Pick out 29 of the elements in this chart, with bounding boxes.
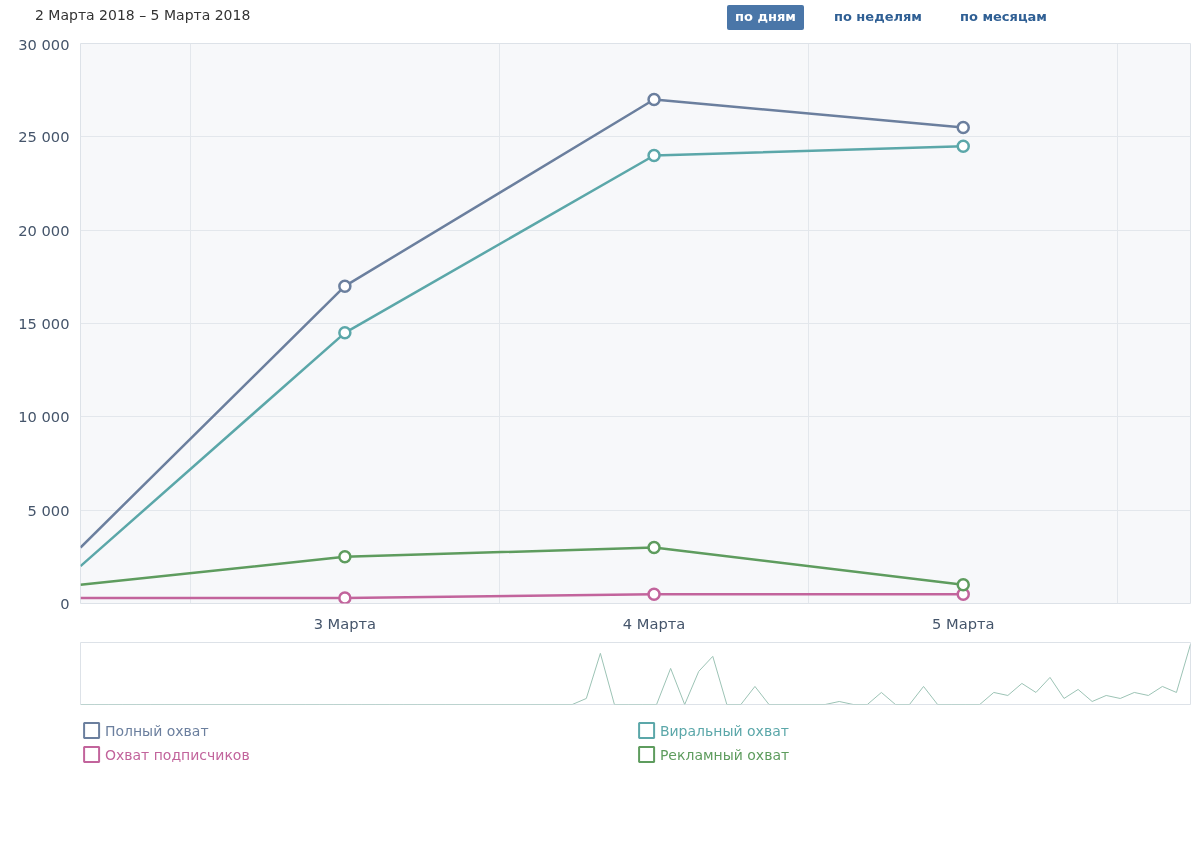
point	[338, 278, 352, 293]
y-tick-label: 20 000	[18, 221, 70, 239]
y-tick-label: 10 000	[18, 407, 70, 425]
point	[647, 586, 661, 601]
x-tick-label: 5 Марта	[932, 614, 995, 632]
point	[338, 549, 352, 564]
point	[956, 120, 970, 134]
point	[956, 577, 970, 592]
point	[956, 138, 970, 153]
text: по неделям	[833, 8, 922, 26]
x-tick-label: 3 Марта	[313, 614, 377, 632]
y-tick-label: 25 000	[18, 127, 70, 145]
point	[338, 590, 352, 604]
point	[647, 92, 661, 106]
y-tick-label: 0	[60, 594, 70, 612]
text: по дням	[735, 8, 796, 26]
y-tick-label: 30 000	[18, 35, 70, 53]
legend-label: Полный охват	[104, 722, 209, 739]
point	[338, 325, 352, 340]
y-tick-label: 15 000	[18, 314, 70, 332]
chart-title: 2 Марта 2018 – 5 Марта 2018	[35, 6, 251, 25]
legend-label: Рекламный охват	[659, 746, 790, 763]
point	[647, 540, 661, 554]
legend-label: Охват подписчиков	[104, 746, 250, 763]
x-tick-label: 4 Марта	[622, 614, 686, 632]
text: по месяцам	[959, 8, 1047, 26]
point	[647, 148, 661, 162]
legend-label: Виральный охват	[659, 722, 789, 739]
y-tick-label: 5 000	[27, 501, 70, 519]
